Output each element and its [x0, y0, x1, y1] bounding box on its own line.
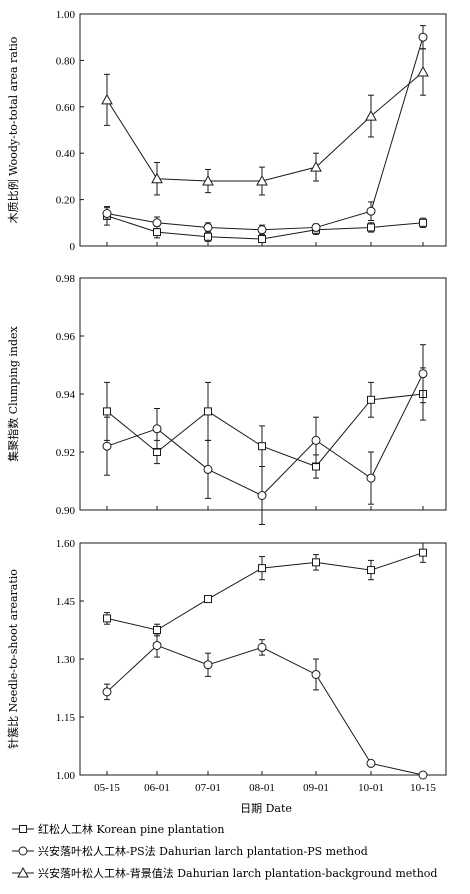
- data-point-circle: [203, 222, 213, 232]
- y-tick-label: 0.96: [56, 331, 76, 343]
- series-line: [106, 71, 424, 182]
- series-line: [106, 37, 424, 231]
- data-point-square: [204, 232, 212, 241]
- y-tick-label: 0.40: [56, 148, 76, 160]
- data-point-circle: [102, 687, 112, 697]
- legend-label-larch-background: 兴安落叶松人工林-背景值法 Dahurian larch plantation-…: [38, 866, 437, 880]
- data-point-circle: [366, 206, 376, 216]
- x-tick-label: 06-01: [144, 782, 170, 794]
- data-point-circle: [102, 441, 112, 451]
- data-point-circle: [203, 464, 213, 474]
- legend-label-larch-ps: 兴安落叶松人工林-PS法 Dahurian larch plantation-P…: [38, 844, 368, 858]
- data-point-triangle: [417, 65, 429, 77]
- data-point-square: [204, 595, 212, 604]
- needle-to-shoot-panel: 1.00 1.15 1.30 1.45 1.60 针簇比 Needle-to-shoot …: [6, 538, 447, 794]
- data-point-circle: [311, 435, 321, 445]
- clumping-index-panel: 0.90 0.92 0.94 0.96 0.98 集聚指数 Clumping index: [6, 273, 447, 525]
- data-point-triangle: [256, 175, 268, 186]
- data-point-circle: [102, 209, 112, 219]
- y-axis-title: 集聚指数 Clumping index: [6, 325, 20, 461]
- woody-ratio-panel: 0 0.20 0.40 0.60 0.80 1.00 木质比例 Woody-to-total…: [6, 9, 447, 253]
- legend-triangle-marker: [17, 866, 29, 878]
- y-tick-label: 1.30: [56, 654, 76, 666]
- series-line: [106, 373, 424, 497]
- data-point-square: [153, 228, 161, 237]
- y-tick-label: 1.60: [56, 538, 76, 550]
- data-point-square: [419, 218, 427, 227]
- data-point-circle: [152, 640, 162, 650]
- data-point-square: [367, 566, 375, 575]
- y-axis-title: 针簇比 Needle-to-shoot arearatio: [6, 569, 20, 749]
- series-circle: [102, 25, 428, 235]
- y-tick-label: 0.94: [56, 389, 76, 401]
- data-point-square: [153, 626, 161, 634]
- data-point-square: [258, 235, 266, 244]
- legend-label-korean-pine: 红松人工林 Korean pine plantation: [38, 822, 224, 836]
- data-point-square: [367, 223, 375, 232]
- y-tick-label: 0.90: [56, 505, 76, 517]
- plot-frame: [79, 13, 447, 247]
- legend-square-marker: [19, 825, 27, 833]
- data-point-circle: [311, 669, 321, 679]
- y-axis-title: 木质比例 Woody-to-total area ratio: [6, 36, 20, 223]
- data-point-circle: [257, 491, 267, 500]
- series-square: [103, 542, 427, 637]
- y-tick-label: 0.20: [56, 195, 76, 207]
- series-circle: [102, 633, 428, 780]
- data-point-square: [367, 395, 375, 404]
- legend-item-larch-ps: 兴安落叶松人工林-PS法 Dahurian larch plantation-P…: [12, 844, 368, 858]
- x-tick-label: 05-15: [94, 782, 120, 794]
- data-point-square: [204, 407, 212, 416]
- y-tick-label: 1.45: [56, 596, 76, 608]
- series-square: [103, 206, 427, 244]
- y-tick-label: 1.00: [56, 770, 76, 782]
- data-point-circle: [311, 222, 321, 232]
- legend-circle-marker: [18, 846, 28, 856]
- data-point-circle: [257, 642, 267, 652]
- data-point-square: [312, 558, 320, 567]
- x-axis-title: 日期 Date: [240, 802, 292, 815]
- y-tick-label: 1.15: [56, 712, 76, 724]
- data-point-square: [258, 564, 266, 573]
- data-point-circle: [152, 424, 162, 434]
- data-point-triangle: [151, 172, 163, 184]
- y-tick-label: 0.92: [56, 447, 75, 459]
- data-point-circle: [418, 32, 428, 42]
- x-tick-label: 10-15: [410, 782, 436, 794]
- x-tick-label: 07-01: [195, 782, 221, 794]
- series-square: [103, 367, 427, 479]
- data-point-circle: [366, 758, 376, 768]
- series-triangle: [101, 48, 429, 196]
- y-tick-label: 1.00: [56, 9, 76, 21]
- data-point-square: [103, 407, 111, 416]
- data-point-circle: [418, 369, 428, 379]
- plot-frame: [79, 277, 447, 511]
- y-tick-label: 0.60: [56, 102, 76, 114]
- series-line: [106, 644, 424, 776]
- data-point-circle: [257, 225, 267, 235]
- y-tick-label: 0: [70, 241, 76, 253]
- data-point-circle: [366, 473, 376, 483]
- x-tick-label: 09-01: [303, 782, 329, 794]
- legend: 红松人工林 Korean pine plantation 兴安落叶松人工林-PS…: [12, 822, 437, 880]
- data-point-triangle: [101, 93, 113, 105]
- data-point-triangle: [202, 175, 214, 186]
- legend-item-larch-background: 兴安落叶松人工林-背景值法 Dahurian larch plantation-…: [12, 866, 437, 880]
- y-tick-label: 0.98: [56, 273, 76, 285]
- x-tick-label: 08-01: [249, 782, 275, 794]
- data-point-triangle: [365, 110, 377, 121]
- data-point-circle: [203, 660, 213, 670]
- plot-frame: [79, 542, 447, 776]
- legend-item-korean-pine: 红松人工林 Korean pine plantation: [12, 822, 224, 836]
- data-point-square: [258, 442, 266, 451]
- data-point-circle: [418, 770, 428, 780]
- y-tick-label: 0.80: [56, 55, 76, 67]
- data-point-square: [103, 614, 111, 623]
- series-circle: [102, 344, 428, 525]
- data-point-circle: [152, 218, 162, 228]
- x-tick-label: 10-01: [358, 782, 384, 794]
- data-point-triangle: [310, 161, 322, 172]
- data-point-square: [419, 548, 427, 557]
